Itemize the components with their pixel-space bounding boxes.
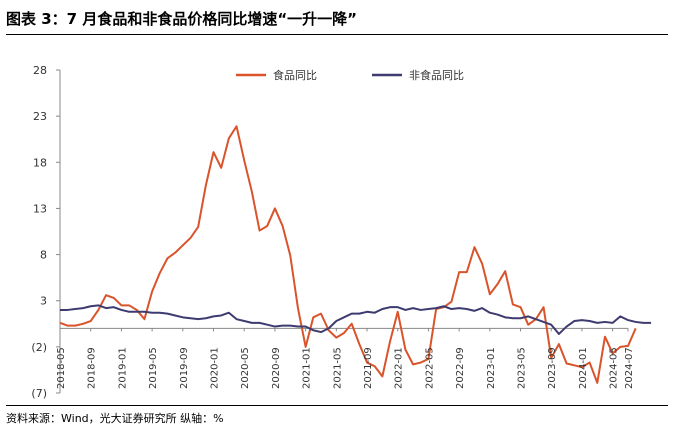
y-tick-label: 3 <box>40 295 47 308</box>
series-line-food <box>59 125 637 384</box>
source-rule <box>6 405 668 406</box>
figure-source: 资料来源：Wind，光大证券研究所 纵轴：% <box>6 412 224 425</box>
x-tick-label: 2022-05 <box>424 347 435 389</box>
legend-label-nonfood: 非食品同比 <box>409 68 464 82</box>
x-tick-label: 2023-05 <box>517 347 528 389</box>
x-tick-label: 2022-09 <box>455 347 466 389</box>
x-tick-label: 2024-01 <box>578 347 589 389</box>
x-tick-label: 2020-01 <box>210 347 221 389</box>
y-tick-label: (7) <box>31 387 47 400</box>
title-rule <box>6 34 668 35</box>
x-tick-label: 2019-09 <box>179 347 190 389</box>
x-tick-label: 2024-07 <box>624 347 635 389</box>
x-tick-label: 2022-01 <box>394 347 405 389</box>
y-tick-label: 18 <box>33 156 47 169</box>
y-tick-label: 28 <box>33 64 47 77</box>
y-tick-label: 13 <box>33 202 47 215</box>
x-tick-label: 2024-05 <box>609 347 620 389</box>
y-tick-label: (2) <box>31 341 47 354</box>
x-tick-label: 2020-05 <box>240 347 251 389</box>
series-line-nonfood <box>60 304 652 335</box>
x-tick-label: 2019-01 <box>117 347 128 389</box>
x-tick-label: 2023-09 <box>547 347 558 389</box>
x-tick-label: 2019-05 <box>148 347 159 389</box>
legend-label-food: 食品同比 <box>273 68 317 82</box>
x-tick-label: 2018-09 <box>87 347 98 389</box>
figure-title: 图表 3：7 月食品和非食品价格同比增速“一升一降” <box>6 10 358 28</box>
x-tick-label: 2021-09 <box>363 347 374 389</box>
x-tick-label: 2021-05 <box>332 347 343 389</box>
x-tick-label: 2023-01 <box>486 347 497 389</box>
y-tick-label: 23 <box>33 110 47 123</box>
x-tick-label: 2021-01 <box>302 347 313 389</box>
y-tick-label: 8 <box>40 249 47 262</box>
x-tick-label: 2020-09 <box>271 347 282 389</box>
x-tick-label: 2018-05 <box>56 347 67 389</box>
